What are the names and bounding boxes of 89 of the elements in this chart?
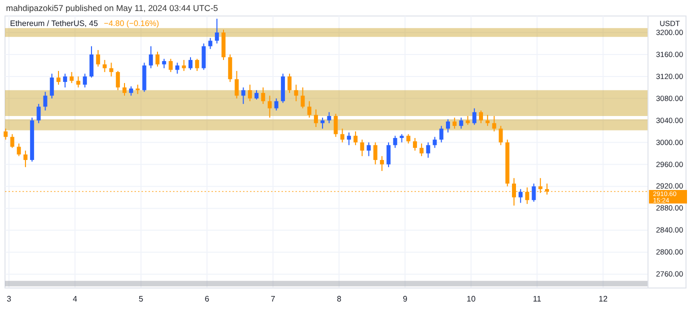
x-tick-label: 9 [402, 294, 408, 304]
candlestick [452, 117, 457, 130]
candlestick [360, 139, 364, 157]
candlestick [129, 86, 134, 96]
candlestick [300, 86, 305, 109]
candlestick [366, 142, 371, 157]
candlestick [426, 142, 430, 158]
x-tick-label: 12 [598, 294, 608, 304]
candlestick [525, 186, 530, 204]
candlestick [340, 128, 344, 143]
candlestick [446, 118, 450, 133]
candlestick [294, 84, 298, 102]
x-tick-label: 5 [138, 294, 144, 304]
candlestick [202, 42, 206, 70]
candlestick [228, 54, 232, 82]
candlestick [76, 76, 80, 88]
candlestick [188, 56, 193, 70]
candlestick [50, 73, 54, 99]
candlestick [439, 125, 444, 143]
candlestick [432, 136, 437, 148]
candlestick [182, 59, 186, 72]
candlestick [16, 142, 21, 157]
x-tick-label: 7 [270, 294, 276, 304]
candlestick [393, 135, 398, 148]
candlestick [156, 51, 160, 68]
candlestick [386, 142, 391, 168]
candlestick [354, 130, 358, 146]
candlestick [82, 73, 87, 88]
x-tick-label: 8 [336, 294, 342, 304]
candlestick [36, 103, 41, 124]
candlestick [478, 110, 483, 124]
candlestick [512, 178, 516, 206]
candlestick [261, 86, 266, 104]
candlestick [116, 70, 120, 91]
candlestick [288, 73, 292, 94]
candlestick [334, 113, 338, 138]
candlestick [538, 178, 542, 194]
candlestick [406, 134, 410, 144]
candlestick [241, 86, 246, 104]
candlestick [195, 58, 200, 72]
candlestick [486, 114, 490, 126]
candlestick [472, 108, 476, 126]
candlestick [274, 98, 278, 112]
candlestick [320, 117, 325, 130]
x-tick-label: 10 [466, 294, 476, 304]
x-tick-label: 4 [72, 294, 78, 304]
candlestick [518, 188, 523, 204]
candlestick [102, 59, 107, 73]
x-tick-label: 11 [532, 294, 542, 304]
candlestick [412, 137, 417, 152]
candlestick [208, 37, 212, 50]
candlestick [544, 183, 549, 196]
candlestick [162, 58, 166, 69]
candlestick [498, 125, 503, 146]
candlestick [89, 46, 94, 78]
chart-subtitle: Ethereum / TetherUS, 45 [10, 19, 98, 28]
candlestick [23, 150, 28, 168]
chart-title: mahdipazoki57 published on May 11, 2024 03:44 UTC-5 [6, 3, 218, 13]
candlestick [136, 84, 140, 95]
candlestick [327, 112, 332, 124]
candlestick [420, 142, 424, 157]
candlestick [122, 82, 126, 96]
x-tick-label: 6 [204, 294, 210, 304]
candlestick [492, 116, 496, 132]
x-tick-label: 3 [6, 294, 12, 304]
candlestick [70, 72, 74, 84]
candlestick [380, 156, 384, 172]
candlestick [43, 91, 48, 112]
candlestick [234, 70, 239, 99]
candlestick [314, 108, 318, 128]
candlestick [268, 95, 272, 118]
candlestick [96, 50, 100, 68]
candlestick [254, 90, 259, 100]
candlestick [4, 128, 8, 140]
candlestick [373, 142, 378, 165]
candlestick [346, 132, 351, 146]
candlestick [532, 183, 536, 202]
candlestick [248, 84, 252, 102]
candlestick [214, 18, 219, 44]
candlestick [56, 70, 60, 86]
candlestick [63, 73, 68, 88]
candlestick [148, 46, 153, 69]
candlestick [168, 58, 173, 73]
candlestick [459, 117, 464, 130]
candlestick [175, 62, 180, 74]
candlestick [10, 134, 14, 148]
candlestick [307, 100, 312, 118]
candlestick [109, 62, 114, 77]
annotation: −4.80 (−0.16%) [104, 19, 160, 28]
